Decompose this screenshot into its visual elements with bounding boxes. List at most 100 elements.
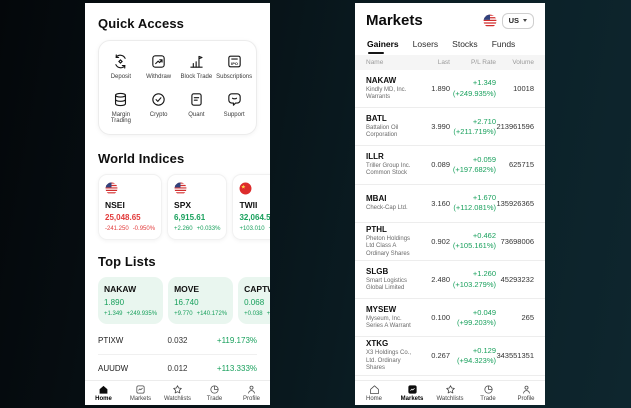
tab-gainers[interactable]: Gainers — [367, 39, 399, 55]
region-selector[interactable]: US — [501, 12, 534, 29]
nav-markets[interactable]: Markets — [122, 381, 159, 405]
quick-access-label: Deposit — [110, 74, 132, 80]
top-list-card-move[interactable]: MOVE 16.740 +9.770 +140.172% — [168, 276, 234, 324]
row-change-pct: (+211.719%) — [453, 126, 496, 136]
nav-home[interactable]: Home — [85, 381, 122, 405]
row-last: 0.032 — [167, 335, 188, 345]
nav-profile[interactable]: Profile — [507, 381, 545, 405]
subscriptions-icon: IPO — [227, 55, 241, 68]
row-company: X3 Holdings Co., Ltd. Ordinary Shares — [366, 350, 412, 372]
home-screen: Quick Access Deposit Withdraw — [85, 3, 270, 405]
table-header: Name Last P/L Rate Volume — [355, 55, 545, 70]
chevron-down-icon — [523, 19, 527, 22]
nav-label: Home — [365, 396, 382, 402]
trade-icon — [210, 385, 219, 394]
list-item[interactable]: AUUDW 0.012 +113.333% — [98, 355, 257, 383]
row-change: +1.670 — [472, 193, 496, 203]
quick-access-block-trade[interactable]: Block Trade — [178, 53, 216, 81]
top-list-change: +0.038 — [244, 310, 263, 317]
cell-last: 0.267 — [431, 351, 450, 361]
row-ticker: XTKG — [366, 339, 389, 349]
watchlists-icon — [173, 385, 182, 394]
row-change-pct: +113.333% — [216, 363, 257, 373]
nav-label: Profile — [242, 396, 260, 402]
nav-label: Markets — [129, 396, 152, 402]
row-ticker: NAKAW — [366, 75, 397, 85]
quick-access-support[interactable]: Support — [215, 91, 253, 125]
table-row[interactable]: SLGB Smart Logistics Global Limited 2.48… — [355, 261, 545, 300]
table-row[interactable]: NAKAW Kindly MD, Inc. Warrants 1.890 +1.… — [355, 70, 545, 109]
top-list-card-captw[interactable]: CAPTW 0.068 +0.038 +129.000% — [238, 276, 270, 324]
nav-home[interactable]: Home — [355, 381, 393, 405]
quick-access-margin-trading[interactable]: Margin Trading — [102, 91, 140, 125]
gainers-table: NAKAW Kindly MD, Inc. Warrants 1.890 +1.… — [355, 70, 545, 376]
table-row[interactable]: BATL Battalion Oil Corporation 3.990 +2.… — [355, 108, 545, 147]
row-ticker: ILLR — [366, 151, 384, 161]
quick-access-label: Support — [223, 111, 245, 118]
quick-access-subscriptions[interactable]: IPO Subscriptions — [215, 53, 253, 81]
quick-access-withdraw[interactable]: Withdraw — [140, 53, 178, 81]
cell-volume: 10018 — [513, 84, 534, 94]
nav-label: Markets — [400, 396, 424, 402]
tab-losers[interactable]: Losers — [412, 39, 439, 49]
quick-access-deposit[interactable]: Deposit — [102, 53, 140, 81]
table-row[interactable]: MBAI Check-Cap Ltd. 3.160 +1.670 (+112.0… — [355, 185, 545, 223]
nav-trade[interactable]: Trade — [469, 381, 507, 405]
table-row[interactable]: ILLR Triller Group Inc. Common Stock 0.0… — [355, 146, 545, 185]
index-change-pct: +0.033% — [196, 225, 221, 232]
quick-access-quant[interactable]: Quant — [178, 91, 216, 125]
col-name: Name — [366, 59, 384, 66]
index-value: 32,064.52 — [239, 212, 270, 222]
top-list-value: 0.068 — [244, 297, 265, 307]
row-change-pct: (+249.935%) — [452, 88, 496, 98]
row-change: +0.129 — [472, 345, 496, 355]
top-list-change-pct: +249.935% — [126, 310, 158, 317]
block-trade-icon — [190, 55, 203, 68]
nav-label: Home — [95, 396, 112, 402]
index-change-row: +103.010 +0.320% — [239, 226, 270, 232]
top-list-value: 1.890 — [104, 297, 125, 307]
list-item[interactable]: PTIXW 0.032 +119.173% — [98, 327, 257, 355]
cell-volume: 343551351 — [496, 351, 534, 361]
us-flag-icon — [174, 182, 187, 195]
cell-last: 0.902 — [431, 236, 450, 246]
table-row[interactable]: XTKG X3 Holdings Co., Ltd. Ordinary Shar… — [355, 337, 545, 376]
nav-watchlists[interactable]: Watchlists — [431, 381, 469, 405]
cell-last: 0.100 — [431, 313, 450, 323]
cell-last: 3.990 — [431, 122, 450, 132]
index-card-nsei[interactable]: NSEI 25,048.65 -241.250 -0.950% — [98, 173, 163, 240]
row-symbol: AUUDW — [98, 363, 129, 373]
cn-flag-icon — [239, 182, 252, 195]
top-list-card-nakaw[interactable]: NAKAW 1.890 +1.349 +249.935% — [98, 276, 164, 324]
crypto-icon — [152, 92, 165, 106]
quick-access-card: Deposit Withdraw Block Trade — [98, 40, 257, 135]
table-row[interactable]: MYSEW Myseum, Inc. Series A Warrant 0.10… — [355, 299, 545, 338]
index-card-twii[interactable]: TWII 32,064.52 +103.010 +0.320% — [232, 173, 270, 240]
cell-last: 0.089 — [431, 160, 450, 170]
cell-pl-rate: +2.710 (+211.719%) — [450, 117, 496, 137]
top-list-change-row: +1.349 +249.935% — [104, 311, 157, 317]
index-card-spx[interactable]: SPX 6,915.61 +2.260 +0.033% — [167, 173, 228, 240]
table-row[interactable]: PTHL Pheton Holdings Ltd Class A Ordinar… — [355, 223, 545, 261]
nav-markets[interactable]: Markets — [393, 381, 431, 405]
index-change: +2.260 — [174, 225, 193, 232]
profile-icon — [522, 385, 530, 394]
index-change-row: -241.250 -0.950% — [105, 226, 155, 232]
withdraw-icon — [152, 55, 165, 68]
nav-trade[interactable]: Trade — [196, 381, 233, 405]
row-change-pct: (+112.081%) — [453, 203, 496, 213]
row-change: +1.349 — [472, 78, 496, 88]
nav-watchlists[interactable]: Watchlists — [159, 381, 196, 405]
row-ticker: SLGB — [366, 266, 389, 276]
top-lists-cards: NAKAW 1.890 +1.349 +249.935% MOVE 16.740… — [98, 276, 270, 324]
tab-stocks[interactable]: Stocks — [452, 39, 478, 49]
row-change-pct: (+94.323%) — [457, 355, 496, 365]
markets-header: Markets US — [355, 3, 545, 29]
home-icon — [369, 385, 379, 395]
tab-funds[interactable]: Funds — [491, 39, 516, 49]
row-change: +2.710 — [472, 116, 496, 126]
nav-profile[interactable]: Profile — [233, 381, 270, 405]
home-icon — [99, 385, 108, 394]
quick-access-crypto[interactable]: Crypto — [140, 91, 178, 125]
